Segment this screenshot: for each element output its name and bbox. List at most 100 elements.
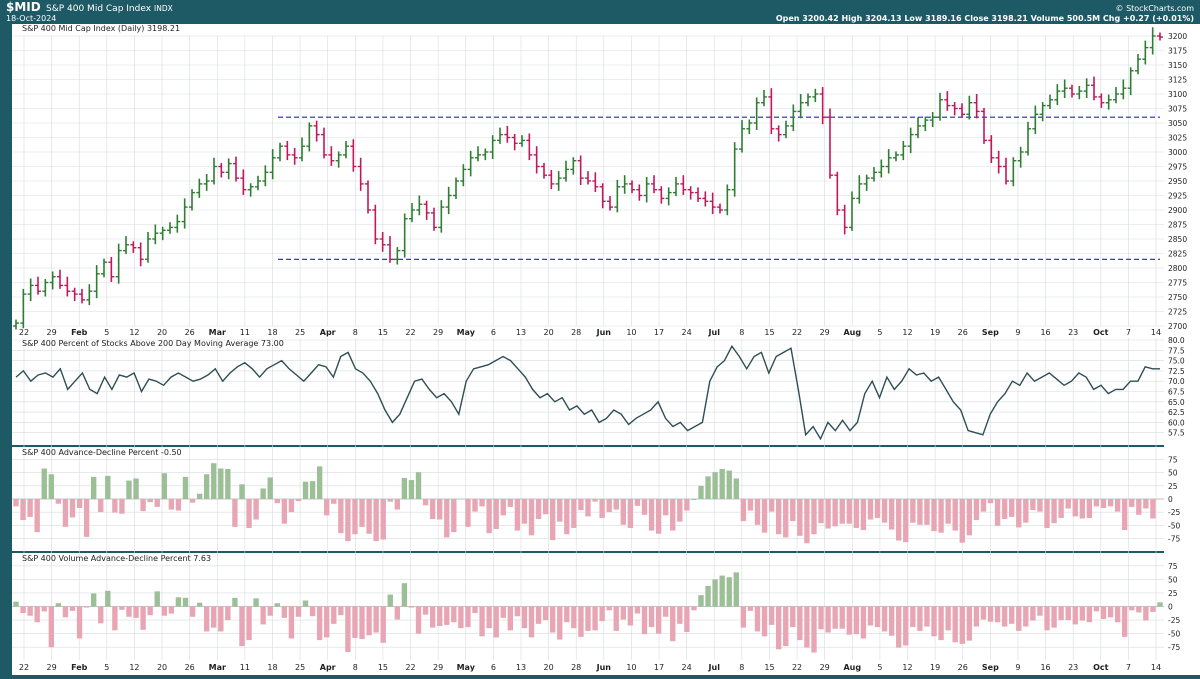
bar	[846, 606, 852, 635]
ohlc-bar	[665, 187, 672, 206]
ohlc-bar	[247, 183, 254, 197]
x-axis-strip-bottom	[12, 660, 1200, 675]
bar	[83, 606, 90, 608]
bar	[564, 499, 570, 535]
bar	[408, 606, 415, 608]
bar	[140, 606, 146, 630]
ohlc-bar	[328, 146, 335, 166]
y-tick-label: 60.0	[1168, 418, 1185, 427]
bar	[768, 499, 775, 512]
y-tick-label: 2700	[1168, 322, 1187, 331]
x-tick-label: May	[457, 663, 476, 672]
bar	[557, 606, 563, 640]
bar	[1150, 499, 1156, 519]
ohlc-bar	[101, 258, 107, 278]
ohlc-bar	[291, 147, 298, 165]
bar	[133, 606, 139, 618]
bar	[55, 499, 62, 504]
bar	[797, 499, 803, 536]
x-tick-label: 26	[958, 663, 968, 672]
bar	[542, 606, 549, 621]
bar	[126, 606, 132, 617]
bar	[881, 499, 888, 523]
bar	[528, 499, 535, 536]
bar	[189, 606, 196, 617]
bar	[655, 499, 662, 534]
bar	[747, 499, 754, 511]
bar	[302, 481, 309, 499]
y-tick-label: 2750	[1168, 293, 1187, 302]
bar	[1037, 499, 1043, 512]
bar	[867, 499, 874, 520]
bar	[211, 606, 217, 628]
bar	[832, 606, 838, 629]
x-tick-label: 20	[543, 328, 553, 337]
bar	[1143, 606, 1149, 621]
x-tick-label: 22	[792, 663, 802, 672]
bar	[677, 499, 683, 522]
y-tick-label: 3075	[1168, 105, 1187, 114]
bar	[62, 606, 69, 618]
bar	[535, 606, 542, 624]
bar	[331, 606, 337, 624]
symbol-label: $MID	[6, 0, 41, 14]
ohlc-bar	[130, 241, 137, 253]
x-tick-label: 23	[1068, 328, 1078, 337]
y-tick-label: -25	[1168, 508, 1180, 517]
bar	[1001, 606, 1008, 627]
ohlc-bar	[944, 91, 951, 111]
bar	[1065, 606, 1071, 621]
x-tick-label: Jul	[708, 328, 721, 337]
ohlc-bar	[489, 135, 496, 159]
bar	[578, 499, 584, 511]
x-tick-label: 24	[682, 663, 692, 672]
bar	[528, 606, 535, 638]
bar	[288, 499, 295, 513]
bar	[1114, 499, 1121, 512]
x-tick-label: 5	[104, 328, 109, 337]
ohlc-bar	[1142, 40, 1149, 65]
bar	[585, 606, 591, 631]
ohlc-bar	[1135, 53, 1141, 75]
ohlc-bar	[240, 169, 247, 195]
bar	[818, 606, 824, 630]
x-tick-label: 23	[1068, 663, 1078, 672]
ohlc-bar	[555, 171, 562, 191]
x-tick-label: 9	[1015, 328, 1020, 337]
ohlc-bar	[702, 191, 709, 207]
x-tick-label: 10	[626, 328, 636, 337]
ohlc-bar	[372, 204, 379, 245]
y-tick-label: 70.0	[1168, 377, 1185, 386]
x-tick-label: 20	[543, 663, 553, 672]
x-tick-label: 8	[353, 663, 358, 672]
bar	[267, 606, 273, 616]
ohlc-bar	[973, 94, 980, 119]
bar	[973, 499, 980, 521]
ohlc-bar	[1157, 32, 1163, 41]
bar	[380, 499, 386, 540]
bar	[394, 499, 401, 510]
x-tick-label: 5	[104, 663, 109, 672]
ohlc-bar	[739, 120, 745, 153]
bar	[218, 606, 224, 632]
ohlc-bar	[1149, 27, 1156, 55]
ohlc-bar	[343, 140, 349, 159]
bar	[451, 499, 457, 533]
bar	[754, 499, 761, 525]
bar	[316, 466, 323, 499]
y-tick-label: 62.5	[1168, 408, 1185, 417]
bar	[691, 606, 697, 611]
bar	[295, 606, 302, 617]
bar	[41, 606, 47, 612]
ohlc-bar	[174, 214, 181, 233]
bar	[585, 499, 591, 517]
bar	[620, 606, 626, 620]
bar	[27, 606, 33, 616]
x-tick-label: 17	[654, 328, 664, 337]
ohlc-bar	[189, 189, 195, 211]
ohlc-bar	[460, 164, 467, 187]
ohlc-bar	[1054, 84, 1061, 106]
bar	[225, 606, 231, 621]
bar	[1037, 606, 1043, 616]
